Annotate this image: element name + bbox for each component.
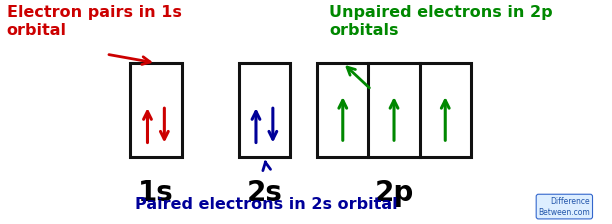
Text: Electron pairs in 1s
orbital: Electron pairs in 1s orbital xyxy=(7,5,182,38)
Text: Paired electrons in 2s orbital: Paired electrons in 2s orbital xyxy=(135,197,397,212)
Bar xyxy=(317,63,471,157)
Text: 2s: 2s xyxy=(247,179,282,207)
Text: 1s: 1s xyxy=(138,179,174,207)
Text: Unpaired electrons in 2p
orbitals: Unpaired electrons in 2p orbitals xyxy=(329,5,553,38)
Text: Difference
Between.com: Difference Between.com xyxy=(539,196,590,217)
Bar xyxy=(239,63,290,157)
Text: 2p: 2p xyxy=(375,179,414,207)
Bar xyxy=(130,63,182,157)
